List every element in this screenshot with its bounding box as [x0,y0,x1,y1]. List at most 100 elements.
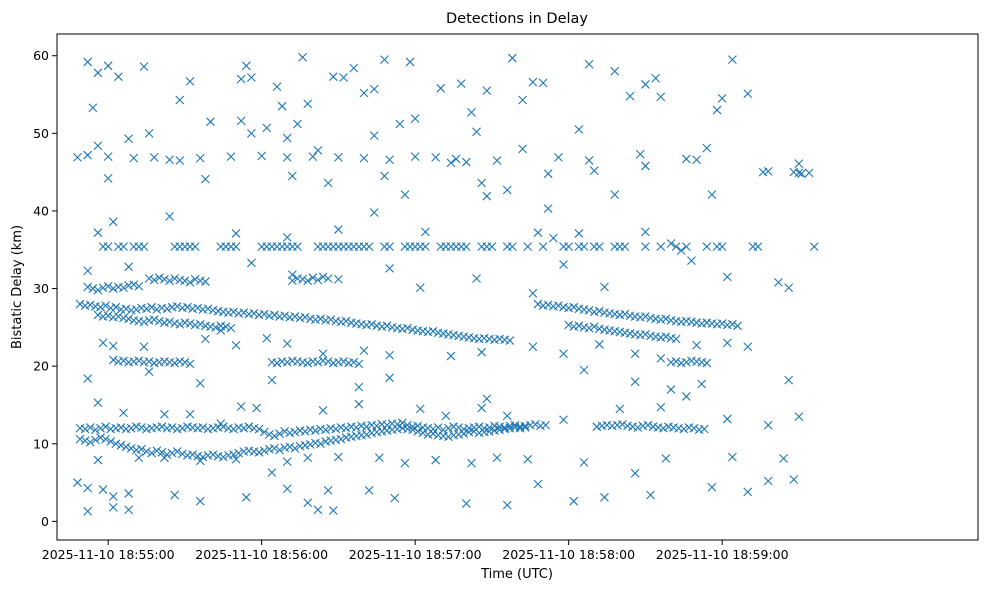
data-point-marker [661,332,671,342]
data-point-marker [380,171,389,181]
data-point-marker [502,500,512,510]
data-point-marker [282,357,292,367]
data-point-marker [369,131,379,141]
data-point-marker [692,155,701,165]
data-point-marker [367,319,377,329]
data-point-marker [717,242,727,252]
data-point-marker [722,414,732,424]
data-point-marker [630,468,640,478]
data-point-marker [594,306,604,316]
data-point-marker [433,423,443,432]
data-point-marker [579,242,589,252]
data-point-marker [318,272,328,282]
data-point-marker [83,483,93,493]
data-point-marker [415,283,425,293]
data-point-marker [410,152,420,162]
data-point-marker [124,489,134,498]
y-tick-label: 50 [33,126,49,141]
data-point-marker [589,166,599,175]
data-point-marker [303,276,313,286]
data-point-marker [523,454,533,464]
series-track-26km-late [533,299,742,331]
data-point-marker [303,358,313,368]
data-point-marker [651,73,661,83]
data-point-marker [216,419,226,428]
data-point-marker [180,357,190,367]
data-point-marker [185,319,195,328]
data-point-marker [313,275,323,285]
data-point-marker [569,302,579,312]
data-point-marker [121,304,131,314]
data-point-marker [689,423,699,433]
data-point-marker [282,153,292,162]
data-point-marker [318,406,328,415]
data-point-marker [270,444,279,453]
data-point-marker [641,80,650,89]
data-point-marker [247,128,256,138]
data-point-marker [313,505,323,515]
data-point-marker [259,446,269,456]
data-point-marker [149,153,159,162]
data-point-marker [85,300,95,310]
data-point-marker [272,358,282,368]
data-point-marker [282,232,292,242]
data-point-marker [451,154,461,164]
chart-title: Detections in Delay [446,11,588,27]
data-point-marker [733,321,742,331]
data-point-marker [160,453,169,463]
x-tick-label: 2025-11-10 18:59:00 [656,547,789,562]
data-point-marker [287,270,297,279]
data-point-marker [564,242,574,252]
data-point-marker [351,423,361,432]
data-point-marker [177,423,187,433]
data-point-marker [134,356,144,366]
data-point-marker [83,506,93,516]
data-point-marker [200,174,210,184]
data-point-marker [287,276,297,286]
data-point-marker [763,420,773,430]
data-point-marker [671,357,681,366]
data-point-marker [165,155,174,165]
data-point-marker [152,446,162,456]
data-point-marker [303,99,313,109]
data-point-marker [103,173,113,183]
data-point-marker [584,305,594,315]
data-point-marker [339,73,348,82]
data-point-marker [147,448,157,458]
data-point-marker [385,263,394,273]
data-point-marker [275,445,284,455]
data-point-marker [531,419,540,429]
data-point-marker [543,300,553,310]
data-point-marker [518,144,528,154]
series-track-30km [83,272,333,295]
data-point-marker [124,134,134,144]
data-point-marker [528,342,538,352]
data-point-marker [763,166,773,176]
data-point-marker [523,242,533,252]
data-point-marker [254,424,264,434]
data-point-marker [362,422,371,432]
data-point-marker [75,434,85,444]
data-point-marker [198,452,208,462]
data-point-marker [308,273,318,283]
data-point-marker [362,430,371,439]
data-point-marker [244,422,254,432]
data-point-marker [428,429,438,439]
y-tick-label: 60 [33,48,49,63]
data-point-marker [380,55,389,64]
plot-area [57,34,978,540]
data-point-marker [681,242,691,252]
data-point-marker [446,351,456,361]
data-point-marker [454,423,464,432]
data-point-marker [293,242,302,252]
data-point-marker [594,242,604,252]
data-point-marker [126,444,136,453]
data-point-marker [229,424,238,434]
data-point-marker [93,398,103,408]
data-point-marker [620,309,630,319]
data-point-marker [774,277,783,287]
data-point-marker [794,168,804,178]
data-point-marker [328,72,338,82]
data-point-marker [275,429,284,439]
data-point-marker [671,334,681,344]
